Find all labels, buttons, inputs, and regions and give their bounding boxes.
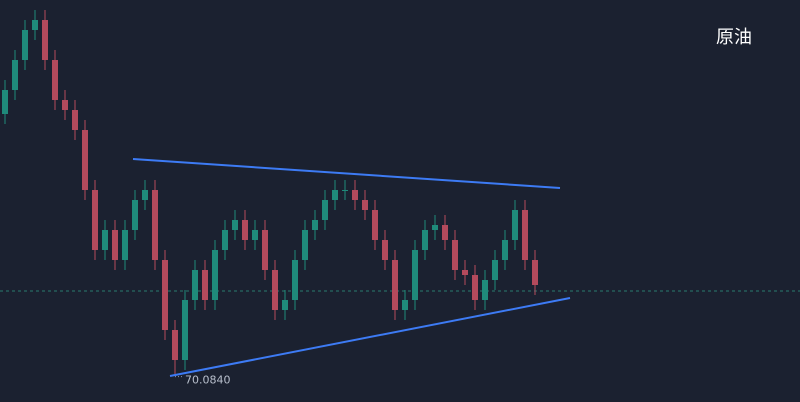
candle-body xyxy=(42,20,48,60)
candle-body xyxy=(282,300,288,310)
candle-body xyxy=(422,230,428,250)
candle-body xyxy=(392,260,398,310)
candle-body xyxy=(172,330,178,360)
candle-body xyxy=(132,200,138,230)
candle-body xyxy=(472,275,478,300)
candle-body xyxy=(32,20,38,30)
candle-body xyxy=(372,210,378,240)
candle-body xyxy=(202,270,208,300)
candle-body xyxy=(232,220,238,230)
candle-body xyxy=(362,200,368,210)
candle-body xyxy=(492,260,498,280)
candle-body xyxy=(102,230,108,250)
candle-body xyxy=(112,230,118,260)
candle-body xyxy=(212,250,218,300)
candle-body xyxy=(522,210,528,260)
candle-body xyxy=(402,300,408,310)
candle-body xyxy=(72,110,78,130)
candle-body xyxy=(242,220,248,240)
candle-body xyxy=(272,270,278,310)
candle-body xyxy=(192,270,198,300)
candle-body xyxy=(82,130,88,190)
candle-body xyxy=(332,190,338,200)
candle-body xyxy=(252,230,258,240)
low-label: 70.0840 xyxy=(185,374,231,387)
candle-body xyxy=(152,190,158,260)
candle-body xyxy=(352,190,358,200)
trend-line xyxy=(169,297,571,377)
candle-body xyxy=(482,280,488,300)
candle-body xyxy=(432,225,438,230)
candle-body xyxy=(462,270,468,275)
candle-body xyxy=(502,240,508,260)
candle-body xyxy=(452,240,458,270)
candle-body xyxy=(442,225,448,240)
candle-body xyxy=(412,250,418,300)
candle-body xyxy=(262,230,268,270)
candle-body xyxy=(92,190,98,250)
trend-line xyxy=(132,158,561,189)
candle-body xyxy=(52,60,58,100)
chart-title: 原油 xyxy=(716,27,752,48)
candle-body xyxy=(342,190,348,191)
candle-body xyxy=(22,30,28,60)
candle-body xyxy=(162,260,168,330)
candle-body xyxy=(512,210,518,240)
candle-body xyxy=(182,300,188,360)
candle-body xyxy=(292,260,298,300)
candle-body xyxy=(12,60,18,90)
candle-body xyxy=(2,90,8,114)
candle-body xyxy=(312,220,318,230)
candle-body xyxy=(62,100,68,110)
candle-body xyxy=(302,230,308,260)
candle-body xyxy=(142,190,148,200)
candle-body xyxy=(382,240,388,260)
candle-body xyxy=(122,230,128,260)
candle-body xyxy=(222,230,228,250)
candle-body xyxy=(322,200,328,220)
candle-body xyxy=(532,260,538,285)
